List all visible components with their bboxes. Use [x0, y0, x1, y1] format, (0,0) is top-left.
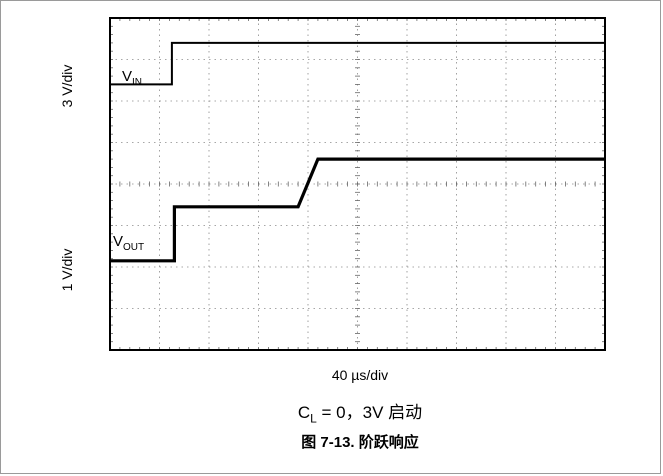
vin-trace [110, 41, 605, 86]
figure-title: 图 7-13. 阶跃响应 [301, 434, 419, 451]
chart-subtitle: CL = 0，3V 启动 [297, 403, 423, 426]
y-axis-label-bottom: 1 V/div [59, 248, 75, 292]
x-axis-label: 40 µs/div [331, 367, 389, 383]
vin-series-label: VIN [122, 68, 143, 88]
vout-series-label: VOUT [113, 233, 145, 253]
vout-trace [110, 157, 605, 263]
plot-border [109, 17, 606, 351]
plot-traces [110, 41, 605, 263]
y-axis-label-top: 3 V/div [59, 64, 75, 108]
plot-grid [110, 18, 605, 350]
